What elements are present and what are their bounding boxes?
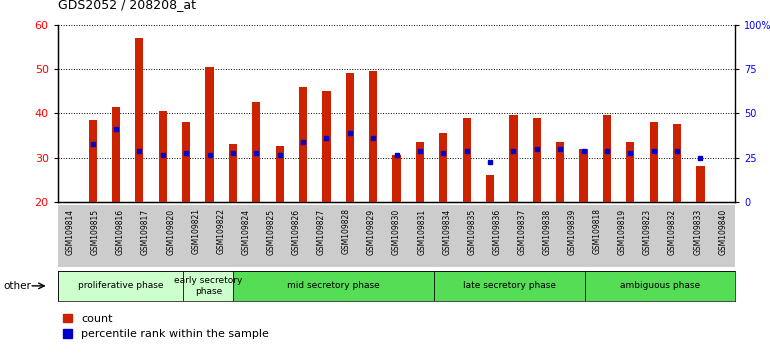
Text: GSM109835: GSM109835 <box>467 209 477 255</box>
Text: GSM109832: GSM109832 <box>668 209 677 255</box>
Bar <box>584 271 735 301</box>
Text: GSM109840: GSM109840 <box>718 209 728 255</box>
Bar <box>603 115 611 202</box>
Bar <box>626 142 634 202</box>
Text: GSM109827: GSM109827 <box>316 209 326 255</box>
Text: early secretory
phase: early secretory phase <box>174 276 243 296</box>
Bar <box>229 144 237 202</box>
Text: GSM109824: GSM109824 <box>242 209 250 255</box>
Bar <box>233 271 434 301</box>
Text: GSM109834: GSM109834 <box>442 209 451 255</box>
Text: GDS2052 / 208208_at: GDS2052 / 208208_at <box>58 0 196 11</box>
Text: other: other <box>4 281 32 291</box>
Text: mid secretory phase: mid secretory phase <box>287 281 380 290</box>
Text: GSM109816: GSM109816 <box>116 209 125 255</box>
Bar <box>650 122 658 202</box>
Bar <box>369 71 377 202</box>
Text: GSM109815: GSM109815 <box>91 209 100 255</box>
Bar <box>159 111 167 202</box>
Bar <box>112 107 120 202</box>
Bar <box>299 87 307 202</box>
Text: GSM109833: GSM109833 <box>693 209 702 255</box>
Bar <box>136 38 143 202</box>
Bar <box>253 102 260 202</box>
Text: GSM109814: GSM109814 <box>65 209 75 255</box>
Bar <box>434 271 584 301</box>
Text: GSM109820: GSM109820 <box>166 209 176 255</box>
Bar <box>416 142 424 202</box>
Bar <box>276 147 284 202</box>
Bar <box>486 175 494 202</box>
Text: GSM109819: GSM109819 <box>618 209 627 255</box>
Text: GSM109836: GSM109836 <box>493 209 501 255</box>
Bar <box>323 91 330 202</box>
Bar <box>580 149 588 202</box>
Text: GSM109823: GSM109823 <box>643 209 652 255</box>
Text: GSM109826: GSM109826 <box>292 209 300 255</box>
Text: GSM109837: GSM109837 <box>517 209 527 255</box>
Text: GSM109828: GSM109828 <box>342 209 351 255</box>
Bar <box>182 122 190 202</box>
Text: ambiguous phase: ambiguous phase <box>620 281 700 290</box>
Text: GSM109838: GSM109838 <box>543 209 551 255</box>
Text: proliferative phase: proliferative phase <box>78 281 163 290</box>
Bar <box>556 142 564 202</box>
Text: GSM109830: GSM109830 <box>392 209 401 255</box>
Bar <box>183 271 233 301</box>
Bar <box>509 115 517 202</box>
Text: GSM109831: GSM109831 <box>417 209 426 255</box>
Bar <box>346 73 354 202</box>
Text: GSM109825: GSM109825 <box>266 209 276 255</box>
Bar <box>439 133 447 202</box>
Bar <box>673 124 681 202</box>
Bar <box>58 271 183 301</box>
Bar <box>89 120 97 202</box>
Bar <box>696 166 705 202</box>
Text: GSM109817: GSM109817 <box>141 209 150 255</box>
Bar <box>533 118 541 202</box>
Text: GSM109821: GSM109821 <box>191 209 200 255</box>
Text: late secretory phase: late secretory phase <box>463 281 556 290</box>
Text: GSM109829: GSM109829 <box>367 209 376 255</box>
Bar <box>206 67 213 202</box>
Bar <box>463 118 470 202</box>
Bar <box>393 155 400 202</box>
Text: GSM109818: GSM109818 <box>593 209 602 255</box>
Text: GSM109822: GSM109822 <box>216 209 226 255</box>
Text: GSM109839: GSM109839 <box>567 209 577 255</box>
Legend: count, percentile rank within the sample: count, percentile rank within the sample <box>63 314 269 339</box>
